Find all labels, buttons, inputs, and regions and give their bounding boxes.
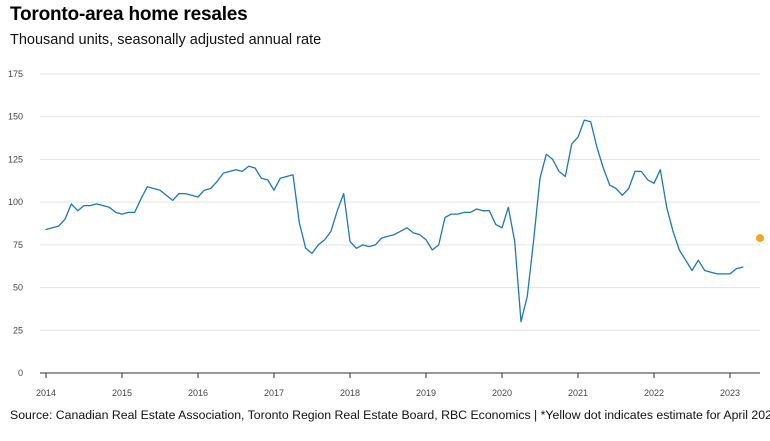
x-tick-label: 2018 [340, 388, 360, 398]
y-tick-label: 25 [13, 325, 23, 335]
source-footnote: Source: Canadian Real Estate Association… [10, 408, 770, 422]
y-tick-label: 125 [8, 154, 23, 164]
x-tick-label: 2019 [416, 388, 436, 398]
y-tick-label: 100 [8, 197, 23, 207]
series [45, 119, 764, 323]
x-tick-label: 2020 [492, 388, 512, 398]
x-tick-label: 2021 [568, 388, 588, 398]
y-axis-tick-labels: 0 25 50 75 100 125 150 175 [8, 69, 23, 378]
x-tick-label: 2015 [112, 388, 132, 398]
y-tick-label: 175 [8, 69, 23, 79]
y-tick-label: 150 [8, 112, 23, 122]
x-tick-label: 2022 [644, 388, 664, 398]
x-tick-label: 2016 [188, 388, 208, 398]
y-tick-label: 0 [18, 368, 23, 378]
x-tick-label: 2014 [36, 388, 56, 398]
x-axis [40, 372, 760, 378]
y-tick-label: 75 [13, 240, 23, 250]
x-tick-label: 2017 [264, 388, 284, 398]
y-tick-label: 50 [13, 283, 23, 293]
estimate-point [756, 234, 764, 243]
chart-subtitle: Thousand units, seasonally adjusted annu… [10, 32, 322, 48]
x-axis-tick-labels: 2014 2015 2016 2017 2018 2019 2020 2021 2022 2023 [36, 388, 740, 398]
x-tick-label: 2023 [720, 388, 740, 398]
chart-title: Toronto-area home resales [10, 4, 248, 25]
resales-series-line [45, 119, 744, 323]
gridlines [40, 73, 760, 331]
